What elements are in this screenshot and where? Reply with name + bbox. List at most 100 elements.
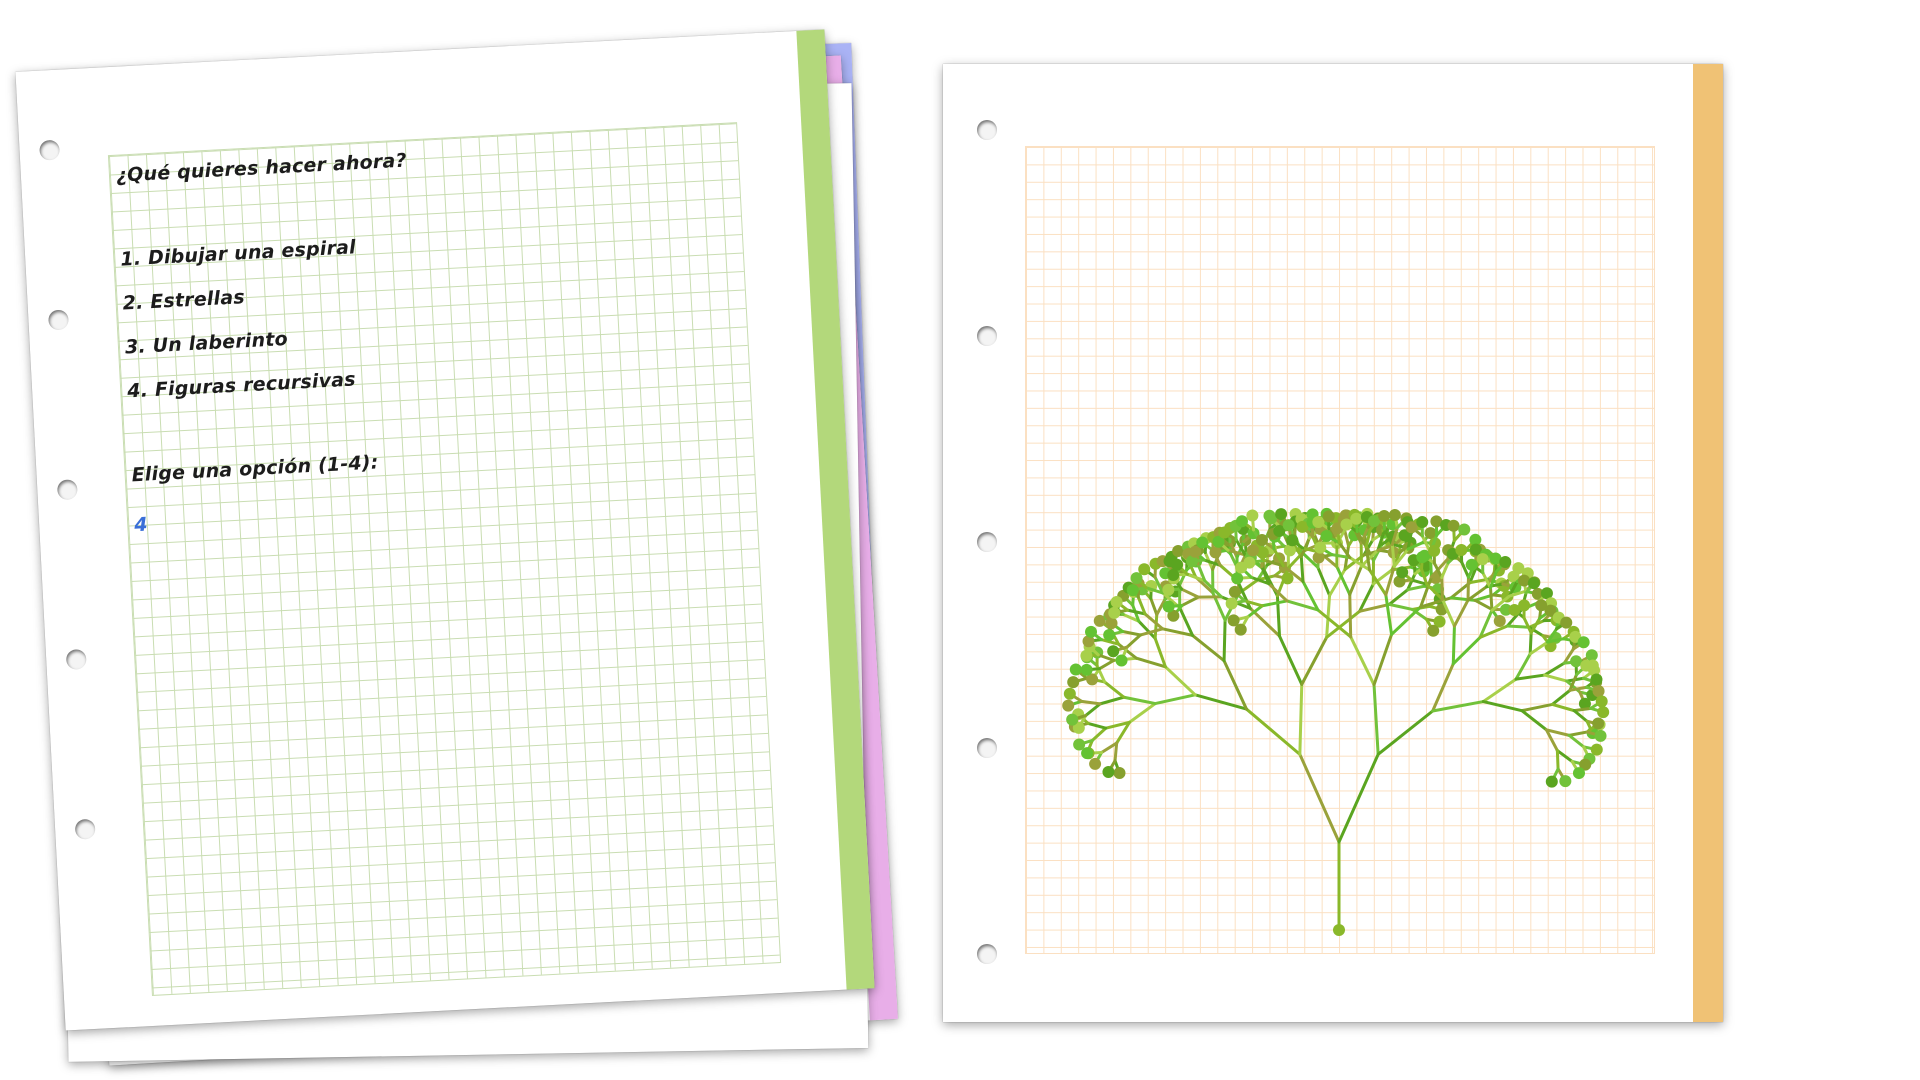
tree-branch <box>1222 618 1227 663</box>
tree-leaf <box>1572 767 1585 780</box>
tree-branch <box>1098 658 1116 671</box>
tree-leaf <box>1499 555 1512 568</box>
tree-leaf <box>1469 543 1482 556</box>
tree-leaf <box>1367 515 1380 528</box>
tree-leaf <box>1540 587 1553 600</box>
tree-branch <box>1478 624 1509 639</box>
tree-branch <box>1440 576 1444 601</box>
tree-branch <box>1163 665 1197 697</box>
tree-leaf <box>1527 577 1540 590</box>
graph-paper-grid <box>1025 146 1655 954</box>
tree-branch <box>1328 567 1347 597</box>
tree-branch <box>1432 561 1444 580</box>
tree-leaf <box>1518 599 1531 612</box>
tree-branch <box>1125 633 1142 649</box>
tree-branch <box>1246 604 1264 619</box>
tree-branch <box>1481 677 1518 704</box>
tree-branch <box>1406 572 1417 592</box>
tree-branch <box>1364 545 1372 572</box>
tree-branch <box>1555 749 1560 771</box>
tree-branch <box>1191 633 1226 663</box>
tree-branch <box>1103 680 1126 699</box>
tree-leaf <box>1393 575 1406 588</box>
tree-branch <box>1372 632 1394 687</box>
tree-leaf <box>1246 544 1259 557</box>
tree-leaf <box>1424 527 1437 540</box>
tree-leaf <box>1225 597 1238 610</box>
tree-leaf <box>1378 509 1391 522</box>
tree-leaf <box>1314 541 1327 554</box>
tree-leaf <box>1172 544 1185 557</box>
tree-leaf <box>1489 552 1502 565</box>
tree-branch <box>1406 541 1425 551</box>
recursive-tree-drawing <box>1062 507 1610 936</box>
binder-hole <box>977 120 997 140</box>
tree-branch <box>1520 709 1548 732</box>
tree-branch <box>1300 635 1329 686</box>
tree-leaf <box>1579 758 1592 771</box>
tree-branch <box>1505 624 1531 629</box>
tree-leaf <box>1590 673 1603 686</box>
tree-branch <box>1528 640 1550 656</box>
tree-leaf <box>1331 522 1344 535</box>
tree-leaf <box>1256 534 1269 547</box>
tree-leaf <box>1243 556 1256 569</box>
tree-branch <box>1440 561 1450 580</box>
tree-branch <box>1522 616 1533 635</box>
tree-branch <box>1481 571 1493 590</box>
tree-branch <box>1202 558 1222 567</box>
tree-branch <box>1193 693 1248 711</box>
tree-leaf <box>1585 649 1598 662</box>
tree-branch <box>1550 688 1572 706</box>
tree-branch <box>1281 564 1305 583</box>
tree-branch <box>1358 602 1391 613</box>
binder-hole <box>74 818 96 840</box>
tree-leaf <box>1283 544 1296 557</box>
tree-branch <box>1143 612 1165 631</box>
tree-branch <box>1337 541 1352 560</box>
tree-branch <box>1180 587 1200 599</box>
tree-branch <box>1550 702 1576 713</box>
tree-branch <box>1364 528 1372 549</box>
tree-branch <box>1473 598 1494 611</box>
tree-branch <box>1429 557 1450 579</box>
tree-leaf <box>1396 566 1409 579</box>
tree-branch <box>1272 547 1285 568</box>
tree-branch <box>1419 596 1453 609</box>
tree-branch <box>1371 542 1384 563</box>
tree-branch <box>1113 741 1119 763</box>
tree-leaf <box>1110 595 1123 608</box>
tree-leaf <box>1427 624 1440 637</box>
user-answer-input[interactable]: 4 <box>133 513 149 537</box>
tree-leaf <box>1499 603 1512 616</box>
tree-branch <box>1572 709 1589 723</box>
tree-branch <box>1285 599 1320 612</box>
tree-leaf <box>1560 616 1573 629</box>
tree-leaf <box>1286 534 1299 547</box>
tree-leaf <box>1544 604 1557 617</box>
tree-leaf <box>1227 614 1240 627</box>
tree-branch <box>1115 720 1131 745</box>
tree-leaf <box>1493 615 1506 628</box>
tree-branch <box>1263 558 1285 568</box>
tree-leaf <box>1073 738 1086 751</box>
tree-branch <box>1489 570 1498 590</box>
tree-branch <box>1359 548 1380 568</box>
tree-branch <box>1104 720 1131 730</box>
tree-leaf <box>1476 553 1489 566</box>
tree-leaf <box>1102 766 1115 779</box>
tree-leaf <box>1171 558 1184 571</box>
tree-leaf <box>1594 729 1607 742</box>
tree-branch <box>1249 575 1271 586</box>
tree-leaf <box>1508 603 1521 616</box>
tree-branch <box>1546 627 1559 644</box>
tree-branch <box>1431 700 1485 713</box>
tree-branch <box>1349 635 1376 687</box>
tree-leaf <box>1265 512 1278 525</box>
tree-branch <box>1222 659 1248 711</box>
tree-branch <box>1178 606 1195 637</box>
tree-branch <box>1466 585 1489 602</box>
tree-branch <box>1449 581 1472 600</box>
tree-branch <box>1358 582 1375 613</box>
drawing-sheet <box>943 64 1723 1022</box>
